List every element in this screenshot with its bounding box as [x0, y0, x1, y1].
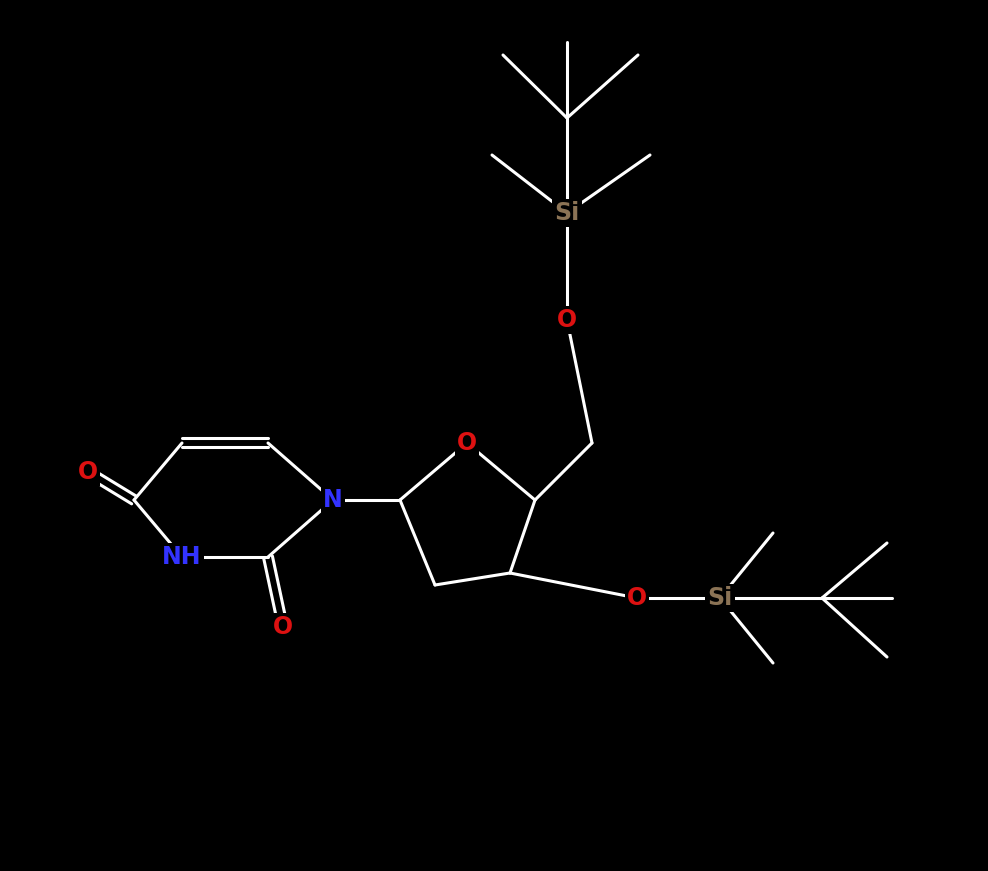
Text: NH: NH — [162, 545, 202, 569]
Text: Si: Si — [707, 586, 733, 610]
Text: O: O — [273, 615, 293, 639]
Text: O: O — [456, 431, 477, 455]
Text: O: O — [557, 308, 577, 332]
Text: Si: Si — [554, 201, 580, 225]
Text: N: N — [323, 488, 343, 512]
Text: O: O — [78, 460, 98, 484]
Text: O: O — [627, 586, 647, 610]
